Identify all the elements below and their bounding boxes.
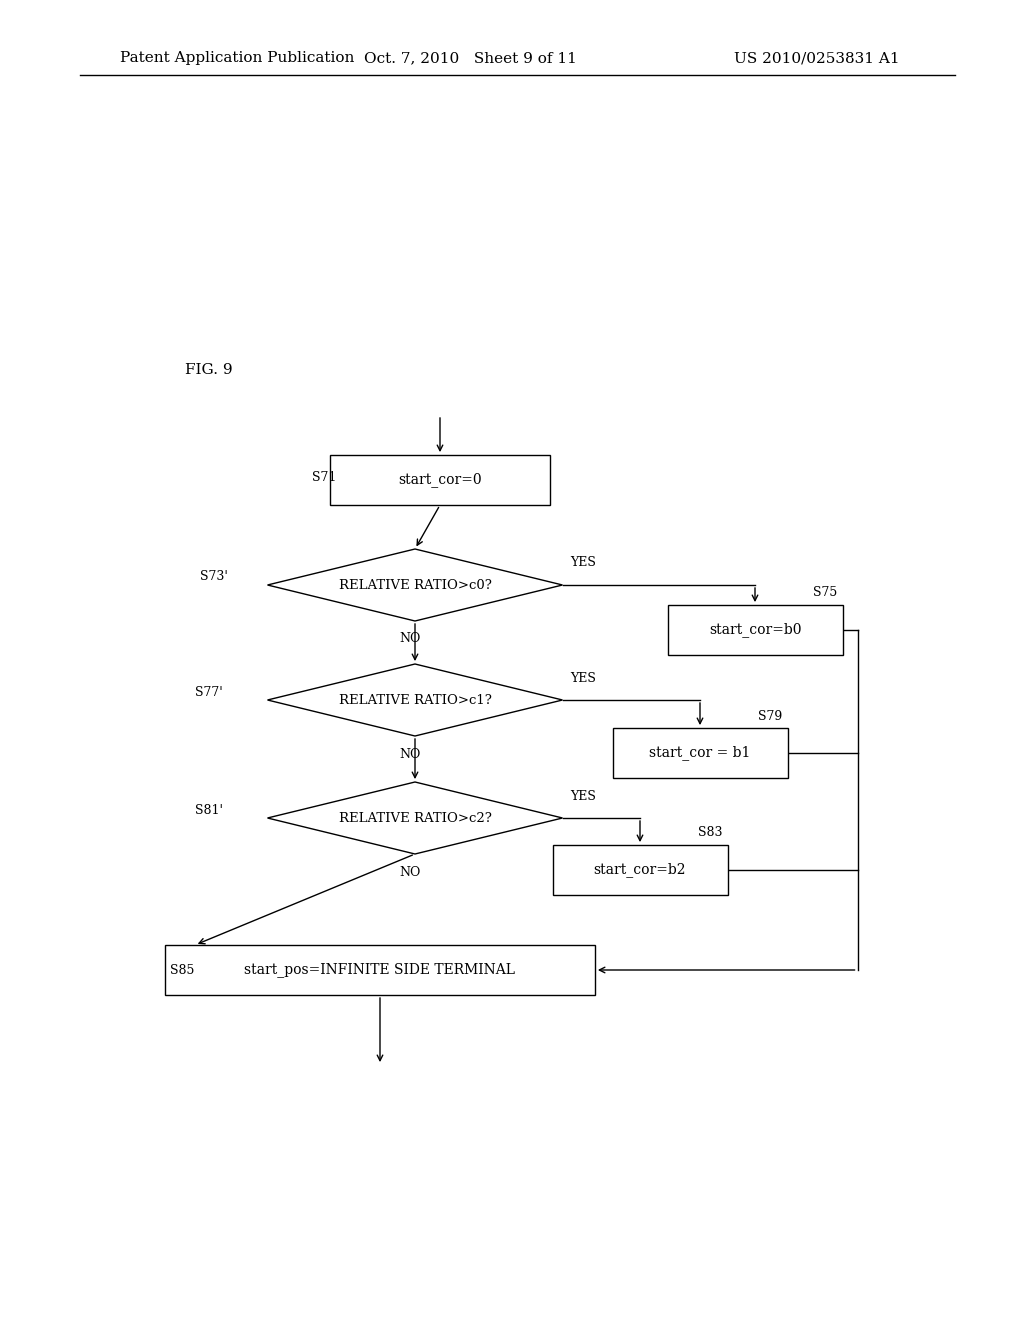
Text: YES: YES xyxy=(570,557,596,569)
Text: Patent Application Publication: Patent Application Publication xyxy=(120,51,354,65)
Polygon shape xyxy=(267,781,562,854)
Text: start_cor=b0: start_cor=b0 xyxy=(709,623,801,638)
Text: S73': S73' xyxy=(200,570,228,583)
Text: S83: S83 xyxy=(698,826,723,840)
Text: start_cor=b2: start_cor=b2 xyxy=(594,862,686,878)
Text: YES: YES xyxy=(570,789,596,803)
Text: start_pos=INFINITE SIDE TERMINAL: start_pos=INFINITE SIDE TERMINAL xyxy=(245,962,515,977)
Text: start_cor = b1: start_cor = b1 xyxy=(649,746,751,760)
Text: S77': S77' xyxy=(195,685,223,698)
FancyBboxPatch shape xyxy=(165,945,595,995)
FancyBboxPatch shape xyxy=(612,729,787,777)
Text: S75: S75 xyxy=(813,586,838,599)
Text: YES: YES xyxy=(570,672,596,685)
Text: RELATIVE RATIO>c1?: RELATIVE RATIO>c1? xyxy=(339,693,492,706)
Text: FIG. 9: FIG. 9 xyxy=(185,363,232,378)
Text: NO: NO xyxy=(399,632,421,645)
Text: NO: NO xyxy=(399,747,421,760)
FancyBboxPatch shape xyxy=(553,845,727,895)
Text: Oct. 7, 2010   Sheet 9 of 11: Oct. 7, 2010 Sheet 9 of 11 xyxy=(364,51,577,65)
Text: US 2010/0253831 A1: US 2010/0253831 A1 xyxy=(734,51,900,65)
FancyBboxPatch shape xyxy=(330,455,550,506)
Text: RELATIVE RATIO>c2?: RELATIVE RATIO>c2? xyxy=(339,812,492,825)
Text: S85: S85 xyxy=(170,964,195,977)
Polygon shape xyxy=(267,549,562,620)
FancyBboxPatch shape xyxy=(668,605,843,655)
Text: S79: S79 xyxy=(758,710,782,722)
Text: S81': S81' xyxy=(195,804,223,817)
Text: NO: NO xyxy=(399,866,421,879)
Text: RELATIVE RATIO>c0?: RELATIVE RATIO>c0? xyxy=(339,578,492,591)
Polygon shape xyxy=(267,664,562,737)
Text: start_cor=0: start_cor=0 xyxy=(398,473,482,487)
Text: S71: S71 xyxy=(312,471,336,484)
